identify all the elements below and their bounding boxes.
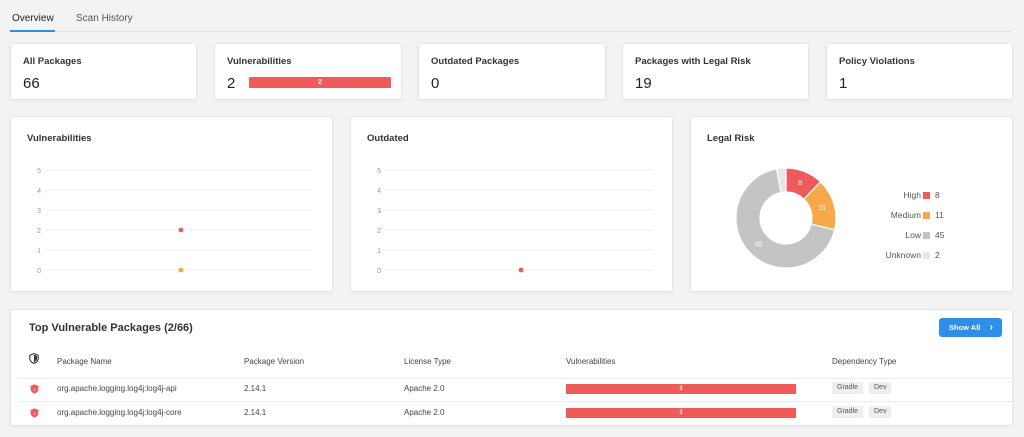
stat-value: 0 [431,75,440,92]
data-point[interactable] [518,267,524,273]
svg-text:!: ! [34,411,36,416]
y-tick-label: 2 [377,228,381,235]
legal-risk-legend: High 8 Medium 11 Low 45 Unknown 2 [871,187,961,267]
data-point[interactable] [178,227,184,233]
legend-count: 45 [935,230,945,240]
stat-title: Vulnerabilities [227,56,292,67]
svg-text:!: ! [34,387,36,392]
column-header-license-type: License Type [404,357,451,366]
slice-value-label: 45 [755,242,763,249]
stat-card-outdated-packages[interactable]: Outdated Packages 0 [418,43,606,100]
legend-item-medium[interactable]: Medium 11 [871,207,961,227]
dependency-tag-gradle: Gradle [832,382,864,394]
show-all-button[interactable]: Show All › [939,318,1002,337]
vulnerabilities-chart-card: Vulnerabilities 0 1 2 3 4 5 [10,116,333,292]
column-header-vulnerabilities: Vulnerabilities [566,357,616,366]
slice-value-label: 11 [819,205,826,212]
legend-label: Low [905,230,921,240]
legend-count: 8 [935,190,940,200]
legend-item-high[interactable]: High 8 [871,187,961,207]
stat-value: 2 [227,75,236,92]
dependency-tag-gradle: Gradle [832,406,864,418]
tab-bar [10,0,1012,32]
stat-card-policy-violations[interactable]: Policy Violations 1 [826,43,1013,100]
y-tick-label: 0 [377,268,381,275]
legend-label: Unknown [885,250,921,260]
chart-title: Vulnerabilities [27,133,92,144]
y-tick-label: 0 [37,268,41,275]
donut-slice-low[interactable] [735,168,836,269]
legend-count: 11 [935,210,944,220]
stat-card-legal-risk[interactable]: Packages with Legal Risk 19 [622,43,809,100]
shield-icon [29,353,39,364]
slice-value-label: 8 [798,180,802,187]
column-header-dependency-type: Dependency Type [832,357,897,366]
stat-value: 66 [23,75,40,92]
column-header-package-name: Package Name [57,357,112,366]
donut-slice-unknown[interactable] [775,167,787,194]
license-type: Apache 2.0 [404,408,445,417]
y-tick-label: 4 [377,188,381,195]
y-tick-label: 3 [37,208,41,215]
legal-risk-donut: 8 11 45 [735,167,837,269]
vulnerability-bar: 1 [566,384,796,394]
vulnerability-bar: 1 [566,408,796,418]
y-tick-label: 5 [377,168,381,175]
legend-swatch [923,232,930,239]
y-tick-label: 1 [377,248,381,255]
legend-swatch [923,212,930,219]
stat-title: Policy Violations [839,56,915,67]
vulnerabilities-chart: 0 1 2 3 4 5 [37,168,313,275]
dependency-tag-dev: Dev [869,382,892,394]
row-divider [19,378,1013,379]
column-header-package-version: Package Version [244,357,305,366]
vulnerable-shield-icon: ! [30,384,39,394]
table-title: Top Vulnerable Packages (2/66) [29,322,193,334]
package-name[interactable]: org.apache.logging.log4j:log4j-core [57,408,182,417]
row-divider [19,401,1013,402]
y-tick-label: 1 [37,248,41,255]
top-vulnerable-packages-card: Top Vulnerable Packages (2/66) Show All ›… [10,309,1013,426]
stat-title: Outdated Packages [431,56,520,67]
stat-value: 19 [635,75,652,92]
data-point[interactable] [178,267,184,273]
chart-title: Legal Risk [707,133,755,144]
tab-scan-history[interactable]: Scan History [76,13,133,24]
legend-count: 2 [935,250,940,260]
legend-item-unknown[interactable]: Unknown 2 [871,247,961,267]
stat-title: All Packages [23,56,82,67]
stat-value: 1 [839,75,848,92]
stat-card-all-packages[interactable]: All Packages 66 [10,43,197,100]
outdated-chart: 0 1 2 3 4 5 [377,168,653,275]
legend-label: Medium [890,210,921,220]
license-type: Apache 2.0 [404,384,445,393]
y-tick-label: 4 [37,188,41,195]
legend-label: High [903,190,921,200]
package-version: 2.14.1 [244,408,267,417]
package-name[interactable]: org.apache.logging.log4j:log4j-api [57,384,177,393]
tab-overview[interactable]: Overview [12,13,54,24]
package-version: 2.14.1 [244,384,267,393]
stat-title: Packages with Legal Risk [635,56,751,67]
legend-item-low[interactable]: Low 45 [871,227,961,247]
outdated-chart-card: Outdated 0 1 2 3 4 5 [350,116,673,292]
active-tab-indicator [10,30,55,32]
legal-risk-chart-card: Legal Risk 8 11 45 High 8 Medium 11 Low 45 Unkno… [690,116,1013,292]
dependency-tag-dev: Dev [869,406,892,418]
stat-card-vulnerabilities[interactable]: Vulnerabilities 2 2 [214,43,402,100]
chevron-right-icon: › [989,322,993,333]
vulnerability-bar: 2 [249,77,391,88]
legend-swatch [923,252,930,259]
y-tick-label: 5 [37,168,41,175]
chart-title: Outdated [367,133,409,144]
y-tick-label: 3 [377,208,381,215]
y-tick-label: 2 [37,228,41,235]
legend-swatch [923,192,930,199]
show-all-label: Show All [949,323,981,332]
vulnerable-shield-icon: ! [30,408,39,418]
